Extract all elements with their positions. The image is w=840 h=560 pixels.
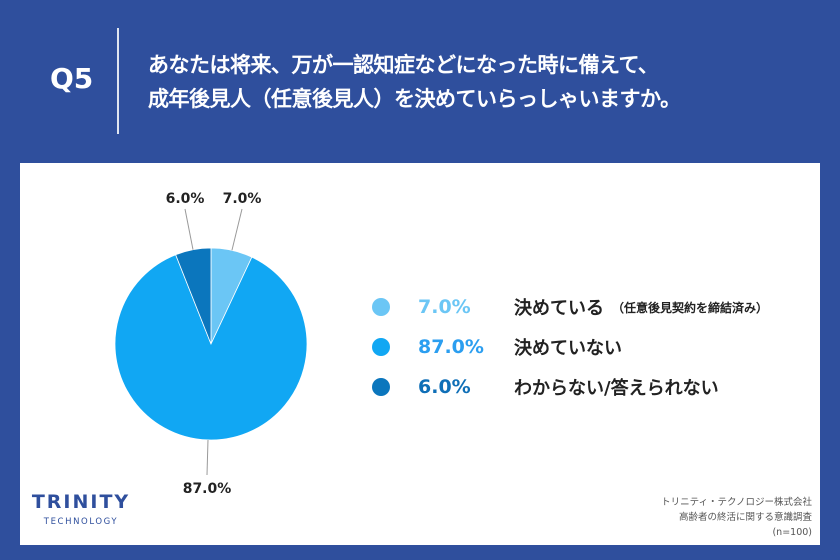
source-company: トリニティ・テクノロジー株式会社 <box>661 497 812 508</box>
pie-label-decided: 7.0% <box>223 191 262 207</box>
pie-chart: 7.0% 87.0% 6.0% <box>114 191 308 497</box>
pie-label-unknown: 6.0% <box>166 191 205 207</box>
question-line-1: あなたは将来、万が一認知症などになった時に備えて、 <box>148 53 659 77</box>
question-line-2: 成年後見人（任意後見人）を決めていらっしゃいますか。 <box>148 87 681 111</box>
header: Q5 あなたは将来、万が一認知症などになった時に備えて、 成年後見人（任意後見人… <box>0 0 840 160</box>
legend-dot-not-decided <box>372 338 390 356</box>
pie-label-decided-leader <box>231 208 243 251</box>
pie-label-not-decided: 87.0% <box>183 481 232 497</box>
pie-slice-not-decided <box>114 254 308 441</box>
legend: 7.0% 決めている （任意後見契約を締結済み） 87.0% 決めていない 6.… <box>372 287 768 407</box>
chart-panel: 7.0% 87.0% 6.0% 7.0% 決めている （任意後見契約を締結済み） 8… <box>20 163 820 545</box>
pie-label-unknown-leader <box>184 208 194 250</box>
legend-dot-decided <box>372 298 390 316</box>
legend-label-unknown: わからない/答えられない <box>514 378 719 399</box>
source-sample-size: (n=100) <box>772 527 812 538</box>
legend-value-decided: 7.0% <box>418 296 471 318</box>
logo-main-text: TRINITY <box>31 491 131 513</box>
pie-label-not-decided-leader <box>206 439 209 476</box>
source-survey: 高齢者の終活に関する意識調査 <box>678 512 812 523</box>
source-note: トリニティ・テクノロジー株式会社 高齢者の終活に関する意識調査 (n=100) <box>661 495 812 540</box>
question-number: Q5 <box>50 62 94 95</box>
header-divider <box>117 28 119 134</box>
legend-sublabel-decided: （任意後見契約を締結済み） <box>612 300 769 315</box>
logo-sub-text: TECHNOLOGY <box>43 517 119 527</box>
legend-value-not-decided: 87.0% <box>418 336 484 358</box>
legend-item-not-decided: 87.0% 決めていない <box>372 327 768 367</box>
legend-item-unknown: 6.0% わからない/答えられない <box>372 367 768 407</box>
trinity-logo: TRINITY TECHNOLOGY <box>26 491 136 527</box>
legend-dot-unknown <box>372 378 390 396</box>
legend-item-decided: 7.0% 決めている （任意後見契約を締結済み） <box>372 287 768 327</box>
question-text: あなたは将来、万が一認知症などになった時に備えて、 成年後見人（任意後見人）を決… <box>148 48 828 116</box>
legend-label-decided: 決めている <box>514 298 604 319</box>
legend-label-not-decided: 決めていない <box>514 338 622 359</box>
legend-value-unknown: 6.0% <box>418 376 471 398</box>
pie-slice-unknown <box>175 247 212 345</box>
